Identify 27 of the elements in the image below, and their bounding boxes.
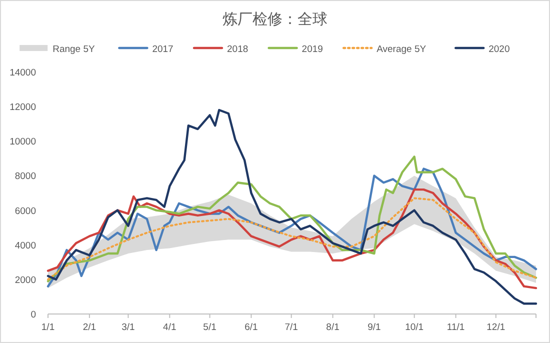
y-tick-label: 12000 (10, 102, 36, 114)
legend-label: 2018 (227, 44, 248, 55)
x-tick-label: 3/1 (122, 322, 135, 333)
y-tick-label: 0 (30, 310, 36, 320)
legend-label: Average 5Y (376, 44, 427, 55)
y-tick-label: 10000 (10, 136, 36, 148)
x-tick-label: 10/1 (405, 322, 424, 333)
y-tick-label: 4000 (14, 240, 36, 252)
x-tick-label: 2/1 (82, 322, 96, 333)
x-tick-label: 5/1 (203, 322, 216, 333)
legend-label: Range 5Y (52, 44, 96, 55)
x-tick-label: 4/1 (163, 322, 176, 333)
y-tick-label: 6000 (14, 206, 36, 217)
x-tick-label: 9/1 (368, 322, 381, 333)
x-tick-label: 12/1 (486, 322, 506, 333)
y-tick-label: 14000 (10, 68, 36, 78)
chart-title: 炼厂检修：全球 (222, 11, 328, 28)
x-tick-label: 8/1 (326, 322, 340, 333)
legend-label: 2017 (152, 44, 174, 55)
x-tick-label: 7/1 (284, 322, 298, 333)
x-tick-label: 1/1 (41, 322, 55, 333)
y-tick-label: 8000 (14, 171, 36, 182)
x-tick-label: 11/1 (446, 322, 465, 333)
x-tick-label: 6/1 (244, 322, 258, 333)
legend-label: 2020 (488, 44, 510, 55)
y-tick-label: 2000 (14, 274, 36, 286)
legend-label: 2019 (302, 44, 323, 55)
